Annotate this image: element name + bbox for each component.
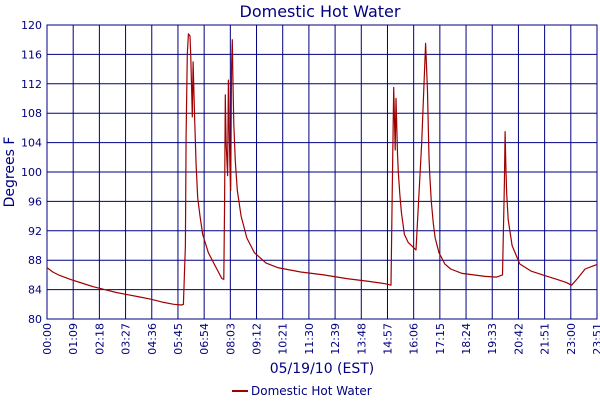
x-tick-label: 10:21 [277, 323, 290, 355]
x-tick-label: 18:24 [460, 323, 473, 355]
x-tick-label: 23:00 [565, 323, 578, 355]
x-tick-label: 06:54 [198, 323, 211, 355]
y-tick-label: 88 [28, 254, 42, 267]
y-axis-ticks: 80 84 88 92 96 100 104 108 112 116 120 [21, 19, 42, 326]
chart-title: Domestic Hot Water [240, 2, 401, 21]
x-tick-label: 09:12 [251, 323, 264, 355]
x-axis-ticks: 00:00 01:09 02:18 03:27 04:36 05:45 06:54 08:03… [41, 323, 600, 355]
x-tick-label: 02:18 [93, 323, 106, 355]
y-tick-label: 84 [28, 284, 42, 297]
x-tick-label: 00:00 [41, 323, 54, 355]
x-tick-label: 04:36 [146, 323, 159, 355]
y-tick-label: 92 [28, 225, 42, 238]
y-axis-title: Degrees F [2, 137, 18, 208]
y-tick-label: 108 [21, 107, 42, 120]
series-line-domestic-hot-water [46, 33, 598, 306]
x-axis-title: 05/19/10 (EST) [270, 361, 375, 377]
y-tick-label: 96 [28, 195, 42, 208]
x-tick-label: 01:09 [67, 323, 80, 355]
y-tick-label: 120 [21, 19, 42, 32]
x-tick-label: 08:03 [224, 323, 237, 355]
y-tick-label: 112 [21, 78, 42, 91]
y-tick-label: 100 [21, 166, 42, 179]
x-tick-label: 16:06 [408, 323, 421, 355]
y-tick-label: 80 [28, 313, 42, 326]
y-tick-label: 104 [21, 137, 42, 150]
x-tick-label: 14:57 [381, 323, 394, 355]
legend: Domestic Hot Water [232, 384, 372, 398]
x-tick-label: 03:27 [120, 323, 133, 355]
series-lines [46, 33, 598, 306]
x-tick-label: 13:48 [355, 323, 368, 355]
x-tick-label: 12:39 [329, 323, 342, 355]
x-tick-label: 20:42 [512, 323, 525, 355]
x-tick-label: 05:45 [172, 323, 185, 355]
x-tick-label: 17:15 [434, 323, 447, 355]
x-tick-label: 11:30 [303, 323, 316, 355]
x-tick-label: 23:51 [591, 323, 600, 355]
legend-label: Domestic Hot Water [251, 384, 372, 398]
x-tick-label: 21:51 [539, 323, 552, 355]
y-tick-label: 116 [21, 48, 42, 61]
x-tick-label: 19:33 [486, 323, 499, 355]
